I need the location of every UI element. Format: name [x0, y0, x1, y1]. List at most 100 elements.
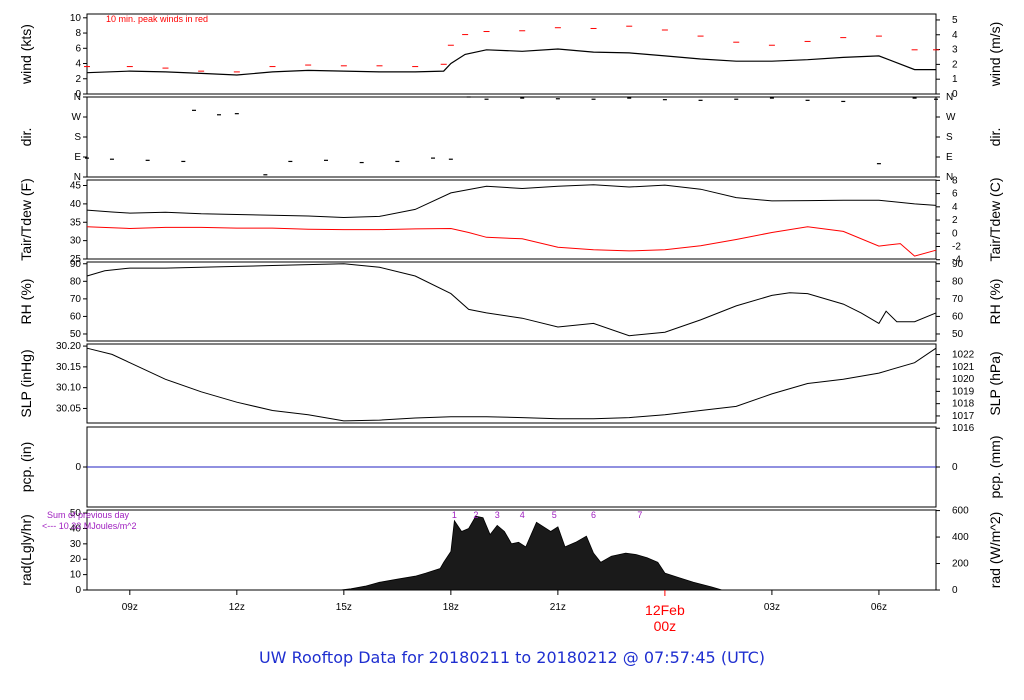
y-tick-label-right: 8 — [952, 175, 958, 186]
y-tick-label: 10 — [70, 13, 82, 24]
y-tick-label-right: 2 — [952, 59, 958, 70]
panel-2: 25 30 35 40 45 -4 -2 0 2 4 6 8 — [70, 175, 961, 265]
hour-marker-label: 2 — [473, 510, 478, 520]
y-tick-label: 10 — [70, 570, 82, 581]
y-axis-label: RH (%) — [18, 279, 34, 325]
y-tick-label-right: 80 — [952, 276, 964, 287]
y-tick-label: 0 — [75, 462, 81, 473]
y-tick-label-right: 0 — [952, 228, 958, 239]
y-tick-label-right: -2 — [952, 242, 961, 253]
x-tick-label: 06z — [871, 602, 887, 613]
y-axis-label-right: rad (W/m^2) — [987, 512, 1003, 589]
hour-marker-label: 6 — [591, 510, 596, 520]
x-tick-label: 12z — [229, 602, 245, 613]
y-tick-label: W — [72, 112, 82, 123]
hour-marker-label: 4 — [520, 510, 525, 520]
y-tick-label-right: 1019 — [952, 386, 975, 397]
y-tick-label-right: 600 — [952, 506, 969, 517]
y-axis-label-right: Tair/Tdew (C) — [987, 177, 1003, 261]
y-tick-label-right: 4 — [952, 202, 958, 213]
y-tick-label-right: E — [946, 152, 953, 163]
y-tick-label: 30.10 — [56, 383, 81, 394]
y-tick-label-right: 400 — [952, 532, 969, 543]
y-axis-label-right: SLP (hPa) — [987, 351, 1003, 415]
y-tick-label-right: 1022 — [952, 350, 975, 361]
y-tick-label-right: 1016 — [952, 423, 975, 434]
y-axis-label: rad(Lgly/hr) — [18, 514, 34, 586]
y-tick-label: 60 — [70, 311, 82, 322]
y-tick-label: 30 — [70, 236, 82, 247]
y-tick-label: 8 — [75, 28, 81, 39]
y-tick-label-right: 0 — [952, 89, 958, 100]
y-axis-label-right: wind (m/s) — [987, 22, 1003, 88]
hour-marker-label: 7 — [637, 510, 642, 520]
y-axis-label-right: RH (%) — [987, 279, 1003, 325]
y-tick-label: 50 — [70, 329, 82, 340]
x-tick-label: 15z — [336, 602, 352, 613]
y-tick-label-right: 0 — [952, 585, 958, 596]
y-axis-label: Tair/Tdew (F) — [18, 178, 34, 260]
x-tick-label: 18z — [443, 602, 459, 613]
y-tick-label: 40 — [70, 523, 82, 534]
y-tick-label-right: 50 — [952, 329, 964, 340]
y-axis-label: pcp. (in) — [18, 442, 34, 493]
y-axis-label: SLP (inHg) — [18, 349, 34, 417]
y-tick-label-right: 4 — [952, 30, 958, 41]
dewpoint-line — [86, 226, 937, 257]
daily-sum-label: Sum of previous day — [47, 510, 130, 520]
hour-marker-label: 5 — [552, 510, 557, 520]
y-axis-label: wind (kts) — [18, 24, 34, 85]
y-tick-label: 4 — [75, 59, 81, 70]
y-tick-label-right: 1018 — [952, 399, 975, 410]
y-tick-label: N — [74, 172, 81, 183]
y-tick-label: 90 — [70, 259, 82, 270]
y-tick-label: 50 — [70, 508, 82, 519]
y-tick-label: 80 — [70, 276, 82, 287]
y-tick-label: 25 — [70, 254, 82, 265]
slp-line — [86, 347, 937, 422]
panel-frame — [86, 261, 937, 342]
y-tick-label-right: S — [946, 132, 953, 143]
y-tick-label-right: 70 — [952, 294, 964, 305]
panel-frame — [86, 179, 937, 260]
y-tick-label: 30 — [70, 539, 82, 550]
air-temp-line — [86, 184, 937, 219]
panel-1: N NE ES SW WN N — [72, 92, 956, 183]
y-tick-label: 6 — [75, 43, 81, 54]
y-tick-label: 20 — [70, 554, 82, 565]
y-tick-label-right: 1017 — [952, 411, 975, 422]
y-tick-label-right: 60 — [952, 311, 964, 322]
panel-3: 50 60 70 80 90 50 60 70 80 90 — [70, 259, 964, 342]
y-tick-label-right: W — [946, 112, 956, 123]
y-axis-label-right: dir. — [987, 128, 1003, 147]
rh-line — [86, 263, 937, 337]
y-tick-label: 30.20 — [56, 341, 81, 352]
y-tick-label: 70 — [70, 294, 82, 305]
y-tick-label: 2 — [75, 74, 81, 85]
wind-mean-line — [86, 48, 936, 76]
y-tick-label: 0 — [75, 89, 81, 100]
y-tick-label-right: -4 — [952, 255, 961, 266]
panel-frame — [86, 13, 937, 95]
y-tick-label-right: 2 — [952, 215, 958, 226]
y-tick-label-right: 6 — [952, 189, 958, 200]
y-tick-label-right: 1 — [952, 74, 958, 85]
panel-frame — [86, 343, 937, 424]
x-tick-label: 03z — [764, 602, 780, 613]
panel-frame — [86, 96, 937, 178]
y-tick-label-right: 0 — [952, 462, 958, 473]
y-tick-label: 30.05 — [56, 403, 81, 414]
y-tick-label-right: N — [946, 172, 953, 183]
y-tick-label: N — [74, 92, 81, 103]
y-tick-label: 35 — [70, 217, 82, 228]
y-tick-label-right: 200 — [952, 559, 969, 570]
panel-6: 0 10 20 30 40 50 0 200 400 600 1 2 3 4 5 6 7 Sum of previ… — [42, 506, 969, 596]
y-tick-label: E — [74, 152, 81, 163]
panel-0: 0 2 4 6 8 10 0 1 2 3 4 5 10 min. peak winds in red — [70, 13, 958, 100]
y-tick-label: 40 — [70, 199, 82, 210]
y-tick-label-right: 5 — [952, 15, 958, 26]
y-axis-label: dir. — [18, 128, 34, 147]
